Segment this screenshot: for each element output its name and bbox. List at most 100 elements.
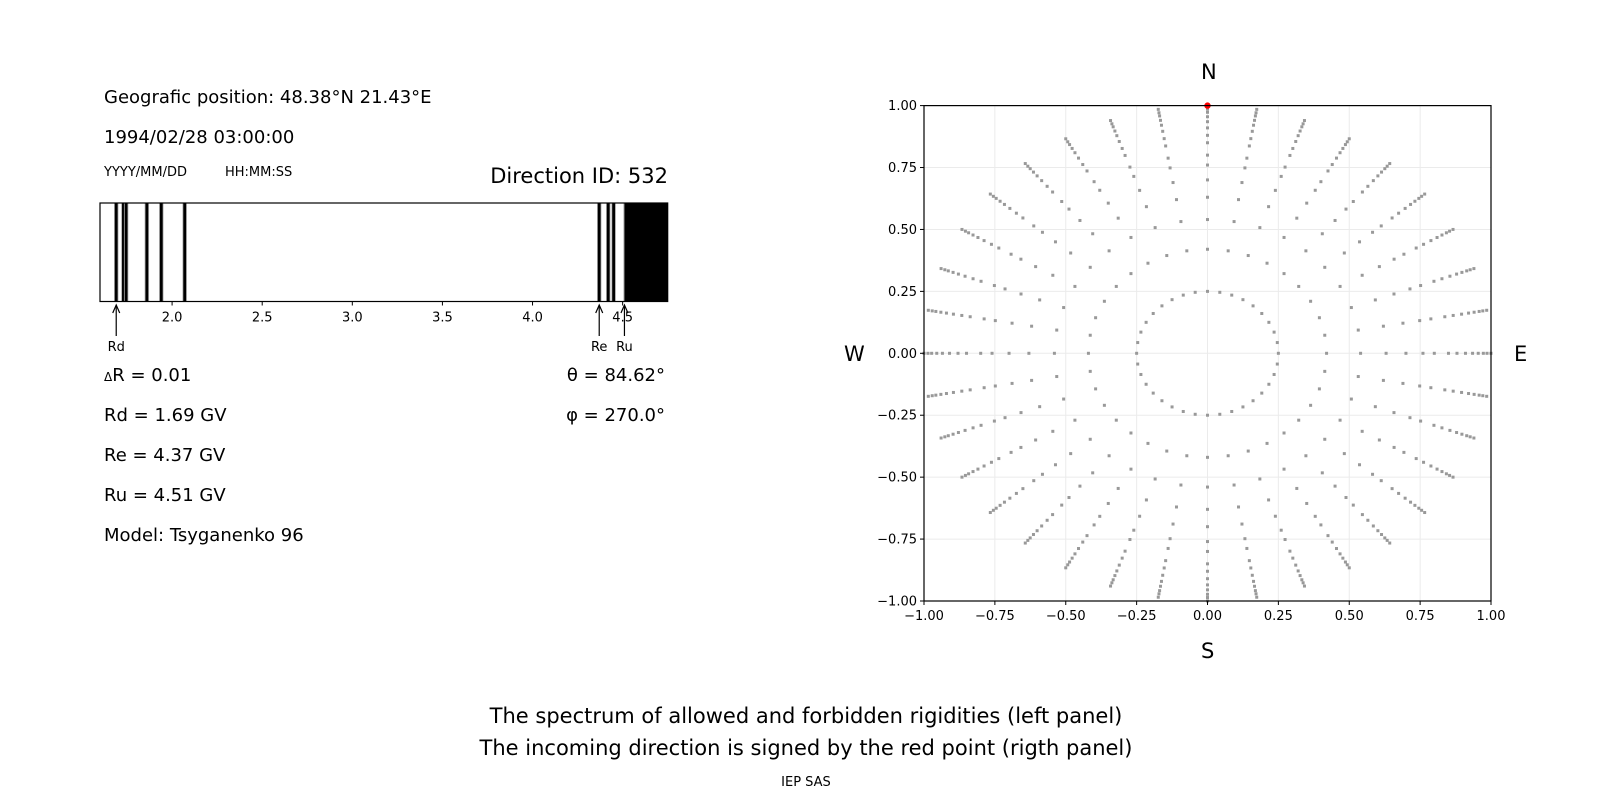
direction-point	[971, 277, 975, 281]
direction-point	[1060, 200, 1064, 204]
direction-point	[1381, 324, 1385, 328]
direction-point	[1253, 114, 1257, 118]
direction-point	[1232, 220, 1236, 224]
direction-point	[1451, 227, 1455, 231]
direction-point	[997, 246, 1001, 250]
x-tick-label: 4.5	[612, 311, 633, 326]
direction-point	[1052, 351, 1056, 355]
direction-point	[1295, 216, 1299, 220]
y-tick-label: −0.75	[877, 533, 917, 548]
direction-point	[1429, 386, 1433, 390]
direction-point	[1251, 399, 1255, 403]
spectrum-frame	[99, 202, 669, 303]
direction-point	[1034, 438, 1038, 442]
direction-point	[1288, 153, 1292, 157]
direction-point	[1073, 418, 1077, 422]
direction-point	[1409, 500, 1413, 504]
direction-point	[939, 310, 943, 314]
direction-point	[1129, 235, 1133, 239]
y-tick-label: −1.00	[877, 595, 917, 610]
direction-point	[1345, 140, 1349, 144]
x-tick-label: 2.5	[252, 311, 273, 326]
direction-point	[1359, 351, 1363, 355]
direction-point	[1380, 170, 1384, 174]
direction-point	[1356, 375, 1360, 379]
direction-point	[934, 393, 938, 397]
direction-point	[1384, 351, 1388, 355]
direction-point	[930, 351, 934, 355]
direction-point	[1383, 167, 1387, 171]
direction-point	[1481, 351, 1485, 355]
direction-point	[1069, 251, 1073, 255]
direction-point	[1252, 123, 1256, 127]
direction-point	[1040, 179, 1044, 183]
direction-point	[1026, 538, 1030, 542]
forbidden-line	[606, 203, 610, 302]
direction-point	[960, 313, 964, 317]
direction-point	[1113, 129, 1117, 133]
direction-point	[1007, 351, 1011, 355]
direction-point	[1260, 391, 1264, 395]
direction-point	[1326, 534, 1330, 538]
direction-point	[1241, 298, 1245, 302]
direction-point	[998, 199, 1002, 203]
direction-point	[1206, 195, 1209, 199]
direction-point	[1132, 174, 1136, 178]
direction-point	[951, 432, 955, 436]
direction-point	[1402, 450, 1406, 454]
direction-point	[1305, 501, 1309, 505]
marker-label-rd: Rd	[108, 340, 125, 355]
direction-point	[1320, 232, 1324, 236]
direction-point	[1158, 118, 1162, 122]
direction-point	[1291, 146, 1295, 150]
direction-point	[1136, 341, 1140, 345]
west-label: W	[844, 342, 865, 366]
direction-point	[1023, 162, 1027, 166]
direction-point	[1088, 369, 1092, 373]
direction-point	[1237, 198, 1241, 202]
x-tick-label: −0.50	[1046, 609, 1086, 624]
direction-point	[1302, 119, 1306, 123]
direction-point	[1304, 454, 1308, 458]
direction-point	[1158, 114, 1162, 118]
direction-point	[1444, 231, 1448, 235]
model-name: Model: Tsyganenko 96	[104, 525, 304, 546]
direction-point	[963, 428, 967, 432]
direction-point	[982, 386, 986, 390]
direction-point	[997, 457, 1001, 461]
direction-point	[1267, 382, 1271, 386]
direction-point	[1397, 491, 1401, 495]
direction-point	[1008, 206, 1012, 210]
direction-point	[1120, 146, 1124, 150]
direction-point	[1034, 265, 1038, 269]
direction-point	[1485, 351, 1489, 355]
direction-point	[1081, 163, 1085, 167]
direction-point	[1070, 146, 1074, 150]
direction-point	[965, 351, 969, 355]
direction-point	[1123, 549, 1127, 553]
direction-point	[979, 423, 983, 427]
x-tick-label: −0.75	[975, 609, 1015, 624]
direction-point	[1249, 137, 1253, 141]
y-tick-label: −0.25	[877, 409, 917, 424]
direction-point	[1171, 181, 1175, 185]
direction-point	[1092, 523, 1096, 527]
direction-point	[1156, 595, 1160, 599]
direction-point	[1379, 479, 1383, 483]
direction-point	[1091, 232, 1095, 236]
direction-point	[1206, 549, 1209, 553]
direction-point	[1282, 431, 1286, 435]
direction-point	[967, 231, 971, 235]
direction-point	[1481, 394, 1485, 398]
direction-point	[1460, 312, 1464, 316]
direction-point	[1291, 556, 1295, 560]
direction-point	[1467, 392, 1471, 396]
direction-point	[1358, 463, 1362, 467]
direction-point	[1294, 139, 1298, 143]
direction-point	[1164, 144, 1168, 148]
x-tick-label: 0.75	[1406, 609, 1435, 624]
direction-point	[1320, 471, 1324, 475]
direction-point	[982, 239, 986, 243]
direction-point	[1144, 205, 1148, 209]
direction-point	[1260, 311, 1264, 315]
